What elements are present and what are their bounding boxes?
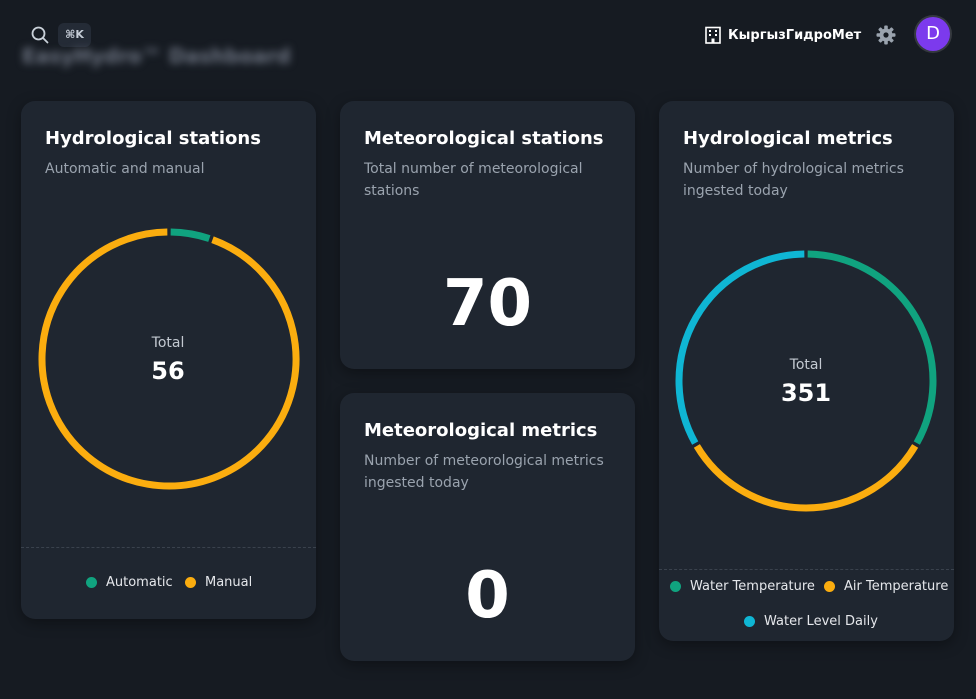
card-title: Meteorological stations [364,128,604,149]
legend-label: Automatic [106,575,173,590]
legend-item-manual[interactable]: Manual [185,575,252,590]
organization-selector[interactable]: КыргызГидроМет [704,25,861,45]
search-shortcut-badge[interactable]: ⌘K [58,23,91,47]
legend-dot [185,577,196,588]
card-subtitle: Total number of meteorological stations [364,158,583,202]
donut-slice-manual[interactable] [38,228,300,490]
card-subtitle-line: stations [364,183,420,199]
total-label: Total [151,335,185,351]
legend-label: Water Temperature [690,579,815,594]
card-subtitle-line: Number of hydrological metrics [683,161,904,177]
legend-dot [744,616,755,627]
card-subtitle-line: ingested today [683,183,788,199]
card-title: Hydrological stations [45,128,261,149]
legend-label: Manual [205,575,253,590]
donut-slice-water-level-daily[interactable] [675,250,805,445]
meteorological-metrics-card: Meteorological metrics Number of meteoro… [340,393,635,661]
total-value: 56 [151,357,185,385]
legend-item-automatic[interactable]: Automatic [86,575,173,590]
legend-dot [86,577,97,588]
card-title: Meteorological metrics [364,420,598,441]
organization-name: КыргызГидроМет [728,27,862,43]
total-label: Total [789,357,823,373]
metrics-count: 0 [465,559,510,633]
card-subtitle: Automatic and manual [45,161,205,177]
meteorological-stations-card: Meteorological stations Total number of … [340,101,635,369]
legend-dot [670,581,681,592]
card-subtitle: Number of meteorological metrics ingeste… [364,450,604,494]
gear-icon[interactable] [875,24,897,46]
card-subtitle: Number of hydrological metrics ingested … [683,158,904,202]
search-icon[interactable] [31,26,49,44]
avatar[interactable]: D [916,17,950,51]
divider [21,547,316,548]
legend-label: Air Temperature [844,579,949,594]
hydrological-metrics-card: Hydrological metrics Number of hydrologi… [659,101,954,641]
legend-item-air-temperature[interactable]: Air Temperature [824,579,948,594]
card-title: Hydrological metrics [683,128,893,149]
legend-label: Water Level Daily [764,614,878,629]
hydrological-stations-card: Hydrological stations Automatic and manu… [21,101,316,619]
card-subtitle-line: ingested today [364,475,469,491]
divider [659,569,954,570]
card-subtitle-line: Number of meteorological metrics [364,453,604,469]
donut-slice-automatic[interactable] [170,228,211,242]
legend-item-water-temperature[interactable]: Water Temperature [670,579,815,594]
donut-slice-air-temperature[interactable] [693,444,919,512]
building-icon [705,26,721,44]
page-title: EasyHydro™ Dashboard [22,44,291,68]
legend-dot [824,581,835,592]
stations-count: 70 [442,267,533,341]
card-subtitle-line: Total number of meteorological [364,161,583,177]
total-value: 351 [780,379,832,407]
donut-center: Total 56 [108,335,228,385]
metrics-donut-chart [675,250,937,512]
top-bar: ⌘K EasyHydro™ Dashboard КыргызГидроМет D [0,0,976,72]
legend-item-water-level-daily[interactable]: Water Level Daily [744,614,878,629]
stations-donut-chart [38,228,300,490]
donut-center: Total 351 [746,357,866,407]
donut-slice-water-temperature[interactable] [807,250,937,445]
